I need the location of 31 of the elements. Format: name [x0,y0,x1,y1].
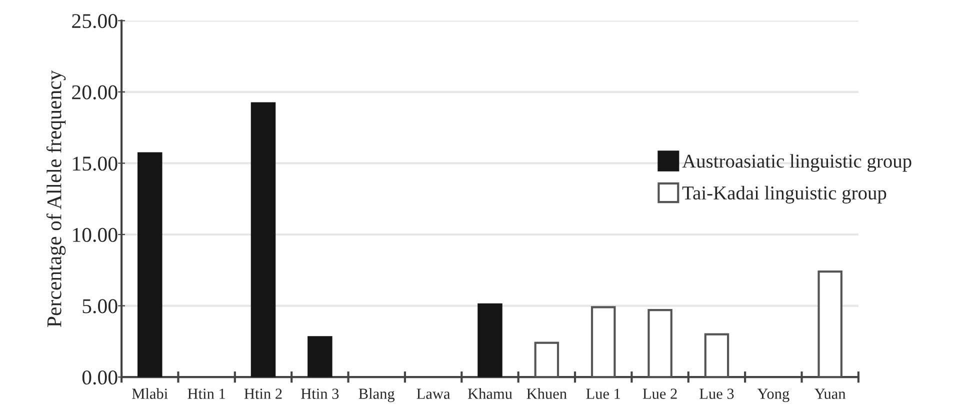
x-tick-label: Htin 3 [301,388,339,399]
x-tick-label: Lawa [416,388,450,399]
bar [478,303,502,378]
y-axis-title: Percentage of Allele frequency [46,70,66,327]
bar [534,342,560,378]
y-tick-label: 0.00 [82,370,118,385]
bar [704,333,730,378]
x-tick-label: Blang [358,388,395,402]
x-tick-label: Yuan [814,388,846,399]
bar [250,102,276,378]
y-tick-label: 15.00 [73,156,118,171]
y-tick-label: 25.00 [72,14,118,28]
x-tick-label: Lue 1 [586,388,620,399]
y-tick-label: 20.00 [72,85,118,100]
bar [590,306,616,378]
bar [308,336,332,378]
x-tick-label: Lue 3 [700,388,734,399]
bar [648,309,672,378]
x-tick-label: Htin 1 [188,388,225,399]
x-tick-label: Htin 2 [244,388,282,399]
x-tick-label: Khuen [526,388,567,399]
legend-label: Tai-Kadai linguistic group [682,186,886,204]
legend-label: Austroasiatic linguistic group [682,154,912,172]
x-tick-label: Lue 2 [642,388,677,399]
x-tick-label: Mlabi [132,388,168,399]
y-tick-label: 10.00 [73,228,118,242]
x-tick-label: Khamu [468,388,512,399]
y-tick-label: 5.00 [82,299,118,314]
x-tick-label: Yong [757,388,790,402]
bar [138,152,162,378]
bar [818,270,842,378]
